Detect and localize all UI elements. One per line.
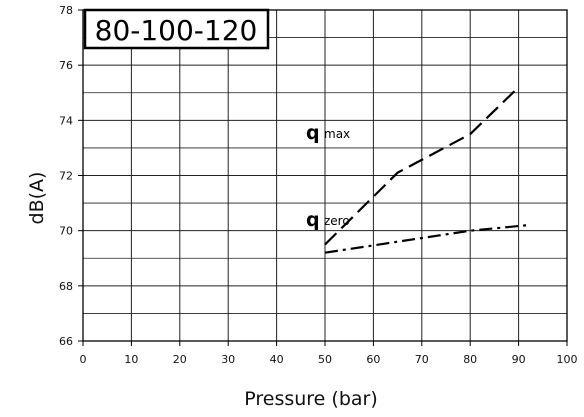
x-tick-label: 40 <box>270 353 284 366</box>
x-tick-label: 0 <box>80 353 87 366</box>
x-tick-label: 10 <box>124 353 138 366</box>
series-label-qmax-main: q <box>306 122 320 144</box>
y-tick-label: 70 <box>59 225 73 238</box>
x-tick-label: 60 <box>366 353 380 366</box>
x-tick-label: 20 <box>173 353 187 366</box>
x-tick-label: 80 <box>463 353 477 366</box>
y-axis-title: dB(A) <box>26 172 48 225</box>
y-tick-label: 76 <box>59 59 73 72</box>
y-tick-labels: 66 68 70 72 74 76 78 <box>59 4 83 348</box>
x-axis-title: Pressure (bar) <box>244 388 378 410</box>
y-tick-label: 74 <box>59 114 73 127</box>
plot-frame <box>82 9 568 342</box>
series-label-qmax: q max <box>306 122 350 144</box>
y-tick-label: 68 <box>59 280 73 293</box>
series-label-qzero: q zero <box>306 209 350 231</box>
series-label-qmax-sub: max <box>324 127 350 141</box>
series-line-qmax <box>324 86 520 246</box>
x-tick-labels: 0 10 20 30 40 50 60 70 80 90 100 <box>80 341 578 366</box>
y-tick-label: 72 <box>59 170 73 183</box>
series-lines <box>324 86 529 254</box>
series-label-qzero-main: q <box>306 209 320 231</box>
y-tick-label: 78 <box>59 4 73 17</box>
x-tick-label: 30 <box>221 353 235 366</box>
x-tick-label: 50 <box>318 353 332 366</box>
x-tick-label: 100 <box>557 353 578 366</box>
title-badge-text: 80-100-120 <box>95 14 258 47</box>
title-badge: 80-100-120 <box>83 8 270 50</box>
title-badge-box <box>83 8 270 50</box>
major-gridlines <box>82 9 568 342</box>
series-line-qzero <box>324 224 529 254</box>
series-label-qzero-sub: zero <box>324 214 350 228</box>
y-tick-label: 66 <box>59 335 73 348</box>
x-tick-label: 90 <box>512 353 526 366</box>
x-tick-label: 70 <box>415 353 429 366</box>
